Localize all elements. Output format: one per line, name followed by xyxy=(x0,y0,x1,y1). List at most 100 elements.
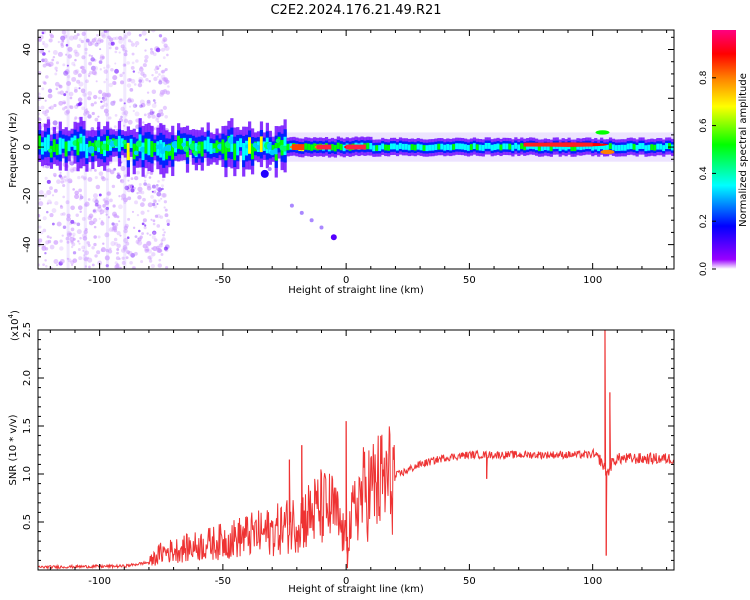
noise-dot xyxy=(127,217,131,221)
noise-dot xyxy=(46,190,52,196)
noise-dot xyxy=(84,228,88,231)
noise-dot xyxy=(109,169,115,175)
band-segment xyxy=(404,143,409,150)
noise-dot xyxy=(103,108,109,114)
noise-dot xyxy=(46,235,50,239)
spectrogram-ytick-label: 20 xyxy=(22,92,33,105)
snr-ytick-label: 2.5 xyxy=(22,322,33,338)
noise-dot xyxy=(78,38,82,42)
band-blob xyxy=(189,143,197,151)
noise-dot xyxy=(158,258,162,262)
band-segment xyxy=(570,145,574,152)
noise-dot xyxy=(60,212,64,216)
noise-dot xyxy=(149,50,155,55)
noise-dot xyxy=(87,176,93,182)
band-segment xyxy=(304,143,308,150)
noise-dot xyxy=(116,248,120,251)
band-blob xyxy=(48,148,53,153)
trail-point xyxy=(319,225,324,230)
noise-dot xyxy=(152,222,156,226)
band-segment xyxy=(375,145,379,152)
noise-dot xyxy=(122,71,125,75)
band-segment xyxy=(221,139,225,154)
noise-dot xyxy=(151,252,156,257)
band-segment xyxy=(224,142,228,161)
noise-dot xyxy=(85,38,90,43)
hotspot-streak xyxy=(316,144,332,150)
band-segment xyxy=(446,144,450,150)
noise-dot xyxy=(55,87,59,91)
noise-dot xyxy=(88,70,93,75)
noise-dot xyxy=(129,88,134,92)
band-segment xyxy=(339,143,343,151)
noise-dot xyxy=(160,242,164,245)
noise-dot xyxy=(101,92,107,98)
noise-dot xyxy=(74,104,79,109)
noise-dot xyxy=(155,115,160,120)
noise-dot xyxy=(153,238,158,242)
snr-ytick-label: 1.5 xyxy=(22,418,33,434)
noise-dot xyxy=(70,227,75,232)
noise-dot xyxy=(53,240,59,245)
noise-dot xyxy=(113,213,118,218)
noise-dot xyxy=(73,69,79,75)
noise-dot xyxy=(68,105,72,108)
noise-dot xyxy=(144,54,149,60)
noise-dot xyxy=(122,48,125,51)
noise-dot xyxy=(69,105,74,110)
noise-dot xyxy=(67,178,73,184)
noise-dot xyxy=(86,256,90,260)
band-segment xyxy=(147,138,151,156)
band-segment xyxy=(656,143,660,150)
noise-dot xyxy=(138,33,142,37)
noise-dot xyxy=(87,74,91,78)
noise-dot xyxy=(48,61,54,67)
noise-dot xyxy=(140,260,144,264)
noise-dot xyxy=(42,263,45,267)
band-segment xyxy=(82,135,86,152)
noise-dot xyxy=(97,235,101,239)
noise-dot xyxy=(76,229,82,235)
noise-dot xyxy=(47,199,52,205)
noise-dot xyxy=(153,199,157,204)
noise-dot xyxy=(60,180,64,184)
noise-dot xyxy=(60,176,65,181)
noise-dot xyxy=(92,208,98,214)
noise-dot xyxy=(72,232,76,237)
noise-dot xyxy=(77,248,81,251)
noise-dot xyxy=(124,174,128,178)
noise-dot xyxy=(96,33,99,37)
band-segment xyxy=(236,140,240,156)
noise-dot xyxy=(98,96,101,100)
noise-dot xyxy=(124,49,128,53)
noise-dot xyxy=(73,64,76,67)
noise-dot xyxy=(52,120,58,126)
noise-dot xyxy=(61,40,65,43)
noise-dot xyxy=(161,47,166,52)
noise-dot xyxy=(46,202,49,205)
noise-dot xyxy=(62,212,66,216)
noise-dot xyxy=(163,39,166,42)
noise-dot xyxy=(146,101,151,106)
hotspot-streak xyxy=(523,142,593,147)
noise-dot xyxy=(42,166,45,169)
noise-dot xyxy=(87,215,93,221)
noise-dot xyxy=(114,241,118,246)
noise-dot xyxy=(91,70,97,76)
band-segment xyxy=(466,144,471,151)
band-segment xyxy=(608,143,613,150)
band-segment xyxy=(203,140,207,150)
noise-dot xyxy=(142,121,145,124)
noise-dot xyxy=(116,266,119,269)
noise-dot xyxy=(131,61,135,65)
band-segment xyxy=(579,144,583,151)
noise-dot xyxy=(163,206,166,209)
noise-dot xyxy=(94,175,98,180)
noise-dot xyxy=(156,112,162,118)
noise-dot xyxy=(44,259,47,262)
band-segment xyxy=(434,144,438,151)
noise-dot xyxy=(69,35,75,41)
noise-dot xyxy=(112,211,117,217)
noise-dot xyxy=(80,39,84,44)
